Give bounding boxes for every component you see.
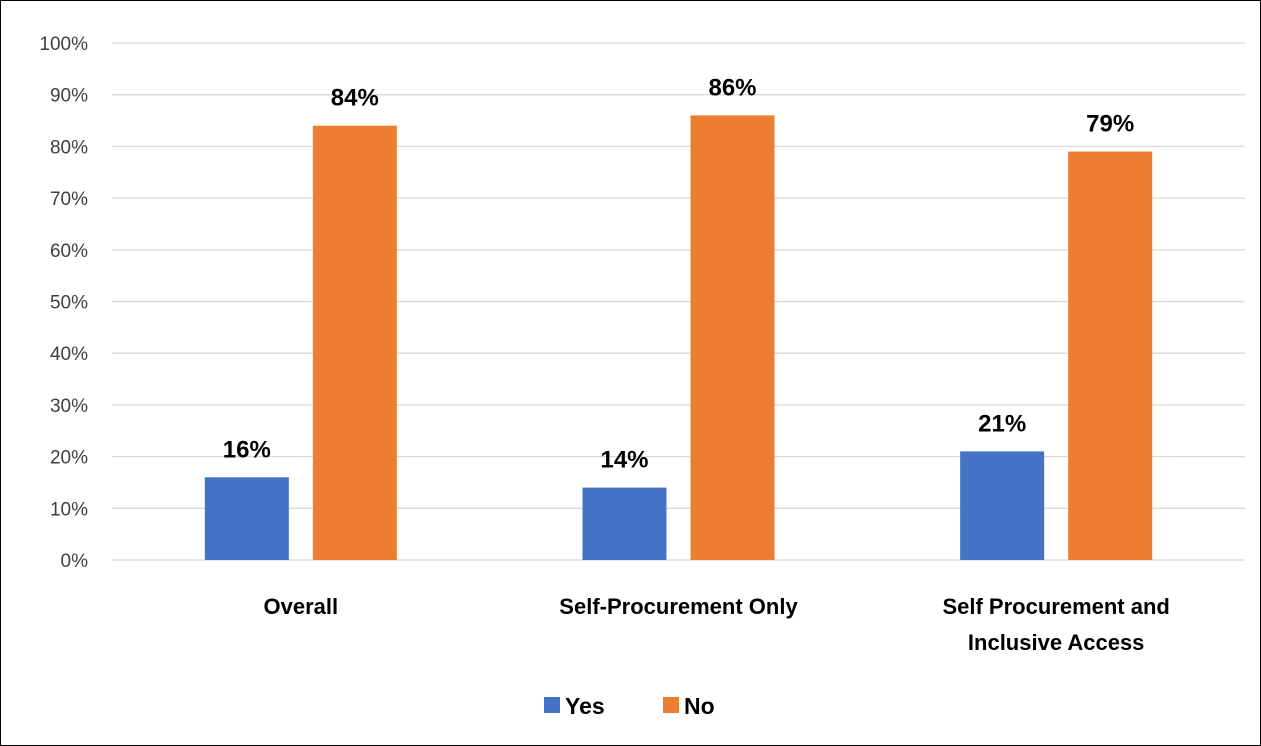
y-tick-label: 50% <box>50 293 88 314</box>
y-tick-label: 70% <box>50 189 88 210</box>
category-label-1: Overall <box>264 594 339 619</box>
bar-no-3 <box>1068 151 1153 560</box>
category-label-3: Inclusive Access <box>968 630 1145 655</box>
bars <box>204 115 1153 560</box>
bar-yes-2 <box>582 487 667 560</box>
legend-swatch-yes <box>544 697 560 713</box>
category-label-3: Self Procurement and <box>942 594 1169 619</box>
y-tick-label: 40% <box>50 344 88 365</box>
legend: Yes No <box>544 693 715 719</box>
data-label-no-2: 86% <box>708 74 756 101</box>
y-tick-label: 10% <box>50 499 88 520</box>
x-axis: Overall Self-Procurement Only Self Procure… <box>264 594 1170 655</box>
data-label-yes-3: 21% <box>978 410 1026 437</box>
bar-yes-3 <box>960 451 1045 560</box>
y-tick-label: 100% <box>39 34 88 55</box>
y-tick-label: 20% <box>50 448 88 469</box>
data-labels: 16% 84% 14% 86% 21% 79% <box>223 74 1134 473</box>
bar-yes-1 <box>204 477 289 560</box>
category-label-2: Self-Procurement Only <box>559 594 798 619</box>
gridlines <box>112 42 1245 561</box>
y-tick-label: 90% <box>50 86 88 107</box>
y-axis: 0% 10% 20% 30% 40% 50% 60% 70% 80% 90% 100% <box>39 34 88 572</box>
data-label-yes-2: 14% <box>600 447 648 474</box>
data-label-no-3: 79% <box>1086 111 1134 138</box>
legend-label-no: No <box>684 693 715 719</box>
legend-swatch-no <box>663 697 679 713</box>
data-label-yes-1: 16% <box>223 436 271 463</box>
y-tick-label: 30% <box>50 396 88 417</box>
bar-no-2 <box>690 115 775 560</box>
y-tick-label: 60% <box>50 241 88 262</box>
data-label-no-1: 84% <box>331 85 379 112</box>
y-tick-label: 0% <box>61 551 89 572</box>
bar-no-1 <box>312 125 397 560</box>
legend-label-yes: Yes <box>565 693 605 719</box>
y-tick-label: 80% <box>50 137 88 158</box>
